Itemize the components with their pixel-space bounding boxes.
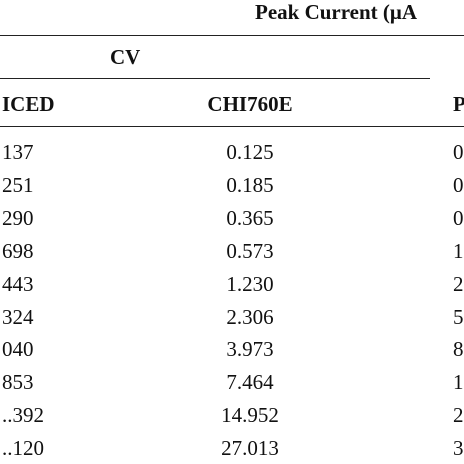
cell: 1.	[453, 370, 464, 395]
cell: 443	[2, 271, 34, 296]
column-header: PM	[453, 92, 464, 116]
cell: 14.952	[221, 403, 279, 428]
rule	[0, 78, 430, 79]
cell: 251	[2, 172, 34, 197]
rule	[0, 126, 464, 127]
cell: 0.365	[226, 205, 274, 230]
cell: 0.125	[226, 140, 274, 164]
table-title: Peak Current (μA	[255, 0, 417, 24]
cell: ..120	[2, 436, 44, 461]
cell: 5	[453, 304, 464, 329]
cell: 290	[2, 205, 34, 230]
cell: 0.573	[226, 238, 274, 263]
cell: 0	[453, 205, 464, 230]
cell: 3	[453, 436, 464, 461]
cell: 0.185	[226, 172, 274, 197]
cell: 3.973	[226, 337, 274, 362]
column-header: CHI760E	[207, 92, 293, 116]
cell: 1	[453, 238, 464, 263]
cell: 137	[2, 140, 34, 164]
cell: 0	[453, 172, 464, 197]
cell: 0	[453, 140, 464, 164]
cell: 8	[453, 337, 464, 362]
column-header: ICED	[2, 92, 55, 116]
cell: 27.013	[221, 436, 279, 461]
cell: 2.306	[226, 304, 274, 329]
cell: 853	[2, 370, 34, 395]
group-header: CV	[110, 45, 141, 69]
cell: 7.464	[226, 370, 274, 395]
cell: 1.230	[226, 271, 274, 296]
cell: 2·	[453, 403, 464, 428]
cell: 324	[2, 304, 34, 329]
cell: ..392	[2, 403, 44, 428]
cell: 2	[453, 271, 464, 296]
rule	[0, 35, 464, 36]
cell: 698	[2, 238, 34, 263]
cell: 040	[2, 337, 34, 362]
